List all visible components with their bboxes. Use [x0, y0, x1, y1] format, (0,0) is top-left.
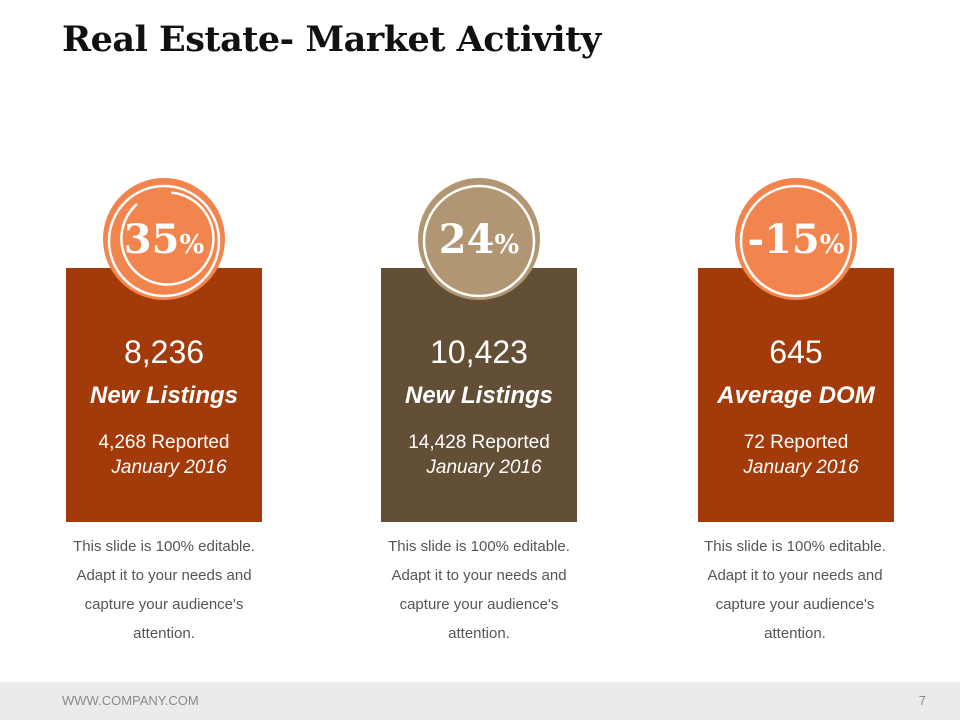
card-number: 10,423: [430, 334, 528, 370]
reported-date: January 2016: [426, 457, 542, 478]
badge-circle-icon: [103, 178, 225, 300]
card-number: 8,236: [123, 334, 205, 370]
reported-count: 72 Reported: [743, 432, 849, 453]
card-number: 645: [769, 334, 823, 370]
description-line: This slide is 100% editable.: [704, 538, 886, 555]
percent-badge: 24%: [416, 176, 542, 302]
reported-count: 4,268 Reported: [98, 432, 230, 453]
stat-card-new-listings-2: 10,423 New Listings 14,428 Reported Janu…: [381, 268, 577, 522]
description-line: attention.: [764, 625, 826, 642]
reported-count: 14,428 Reported: [408, 432, 550, 453]
description-line: capture your audience's: [399, 596, 559, 613]
page-number: 7: [918, 693, 926, 708]
slide-title: Real Estate- Market Activity: [62, 19, 601, 60]
card-reported: 4,268 Reported January 2016: [66, 430, 262, 480]
description-line: This slide is 100% editable.: [388, 538, 570, 555]
description-line: Adapt it to your needs and: [707, 567, 883, 584]
reported-date: January 2016: [111, 457, 227, 478]
badge-circle-icon: [735, 178, 857, 300]
card-description: This slide is 100% editable. Adapt it to…: [374, 532, 584, 648]
footer-bar: WWW.COMPANY.COM 7: [0, 682, 960, 720]
badge-number: 35: [123, 216, 180, 263]
card-description: This slide is 100% editable. Adapt it to…: [59, 532, 269, 648]
reported-date: January 2016: [743, 457, 859, 478]
description-line: attention.: [448, 625, 510, 642]
percent-badge: -15%: [733, 176, 859, 302]
card-label: New Listings: [404, 382, 554, 409]
card-reported: 14,428 Reported January 2016: [381, 430, 577, 480]
description-line: This slide is 100% editable.: [73, 538, 255, 555]
badge-circle-icon: [418, 178, 540, 300]
badge-value: 35%: [101, 216, 227, 269]
badge-percent-sign: %: [179, 230, 205, 260]
description-line: capture your audience's: [715, 596, 875, 613]
percent-badge: 35%: [101, 176, 227, 302]
card-label: New Listings: [89, 382, 239, 409]
badge-number: 24: [438, 216, 495, 263]
description-line: Adapt it to your needs and: [76, 567, 252, 584]
card-description: This slide is 100% editable. Adapt it to…: [690, 532, 900, 648]
description-line: Adapt it to your needs and: [391, 567, 567, 584]
badge-value: -15%: [733, 216, 859, 269]
description-line: capture your audience's: [84, 596, 244, 613]
badge-percent-sign: %: [494, 230, 520, 260]
description-line: attention.: [133, 625, 195, 642]
stat-card-new-listings: 8,236 New Listings 4,268 Reported Januar…: [66, 268, 262, 522]
badge-number: -15: [747, 216, 820, 263]
badge-percent-sign: %: [819, 230, 845, 260]
card-reported: 72 Reported January 2016: [698, 430, 894, 480]
badge-value: 24%: [416, 216, 542, 269]
card-label: Average DOM: [717, 382, 875, 409]
stat-card-average-dom: 645 Average DOM 72 Reported January 2016: [698, 268, 894, 522]
footer-url: WWW.COMPANY.COM: [62, 693, 199, 708]
